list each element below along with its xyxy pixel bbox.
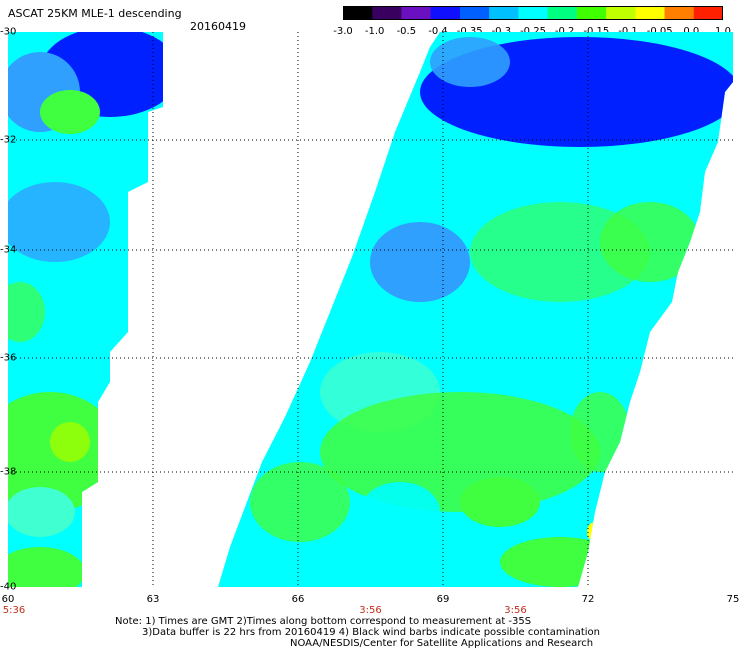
colorbar-segment xyxy=(372,6,402,20)
map-date: 20160419 xyxy=(190,20,246,33)
colorbar-segment xyxy=(664,6,695,20)
right-swath xyxy=(218,32,733,587)
colorbar-segment xyxy=(606,6,636,20)
colorbar xyxy=(343,6,723,20)
colorbar-segment xyxy=(518,6,549,20)
longitude-label: 60 xyxy=(1,594,15,605)
colorbar-segment xyxy=(343,6,373,20)
colorbar-tick-label: -0.35 xyxy=(456,26,483,37)
right-mid-blue-patch xyxy=(370,222,470,302)
colorbar-segment xyxy=(635,6,666,20)
longitude-label: 63 xyxy=(146,594,160,605)
right-yellow-pixel xyxy=(587,522,603,542)
colorbar-tick-label: -0.1 xyxy=(618,26,638,37)
longitude-label: 66 xyxy=(291,594,305,605)
left-lower-aqua xyxy=(8,487,75,537)
colorbar-tick-label: -0.15 xyxy=(583,26,610,37)
right-cyan-patch xyxy=(360,482,440,542)
colorbar-tick-label: -0.2 xyxy=(554,26,575,37)
right-top-lightblue xyxy=(430,37,510,87)
left-green-edge xyxy=(8,282,45,342)
colorbar-segment xyxy=(401,6,432,20)
right-east-green xyxy=(600,202,700,282)
latitude-label: -36 xyxy=(0,352,17,364)
right-lower-green xyxy=(320,392,600,512)
colorbar-tick-label: 1.0 xyxy=(715,26,731,37)
latitude-label: -32 xyxy=(0,134,17,146)
colorbar-segment xyxy=(489,6,519,20)
colorbar-segment xyxy=(693,6,723,20)
colorbar-tick-label: -0.25 xyxy=(520,26,546,37)
colorbar-segment xyxy=(547,6,578,20)
pass-time-label: 5:36 xyxy=(2,605,26,616)
left-mid-blue-patch xyxy=(8,182,110,262)
colorbar-tick-label: -0.05 xyxy=(646,26,673,37)
map-title: ASCAT 25KM MLE-1 descending xyxy=(8,7,182,20)
longitude-label: 72 xyxy=(581,594,595,605)
right-east-lower-green xyxy=(570,392,630,472)
swath-map xyxy=(8,32,733,587)
colorbar-tick-label: 0.0 xyxy=(683,26,700,37)
colorbar-tick-label: -1.0 xyxy=(364,26,385,37)
pass-time-label: 3:56 xyxy=(504,605,527,616)
left-yellow-green xyxy=(50,422,90,462)
colorbar-segment xyxy=(459,6,490,20)
right-bottom-green xyxy=(500,537,620,587)
pass-time-label: 3:56 xyxy=(359,605,382,616)
note-line-1: Note: 1) Times are GMT 2)Times along bot… xyxy=(115,616,532,627)
colorbar-tick-label: -0.4 xyxy=(428,26,448,37)
left-lower-green xyxy=(8,392,120,512)
left-bottom-green xyxy=(8,547,85,587)
latitude-label: -34 xyxy=(0,244,17,256)
note-line-2: 3)Data buffer is 22 hrs from 20160419 4)… xyxy=(142,627,600,638)
latitude-label: -30 xyxy=(0,26,17,38)
colorbar-segment xyxy=(576,6,607,20)
longitude-label: 69 xyxy=(436,594,450,605)
right-sw-green xyxy=(250,462,350,542)
longitude-label: 75 xyxy=(726,594,740,605)
graticule xyxy=(8,32,733,587)
left-green-patch xyxy=(40,90,100,134)
latitude-label: -38 xyxy=(0,466,17,478)
colorbar-tick-label: -0.5 xyxy=(396,26,417,37)
colorbar-tick-label: -3.0 xyxy=(333,26,353,37)
colorbar-segment xyxy=(430,6,461,20)
right-lower-green-core xyxy=(460,477,540,527)
note-line-3: NOAA/NESDIS/Center for Satellite Applica… xyxy=(290,638,594,649)
latitude-label: -40 xyxy=(0,581,17,593)
colorbar-tick-label: -0.3 xyxy=(491,26,512,37)
